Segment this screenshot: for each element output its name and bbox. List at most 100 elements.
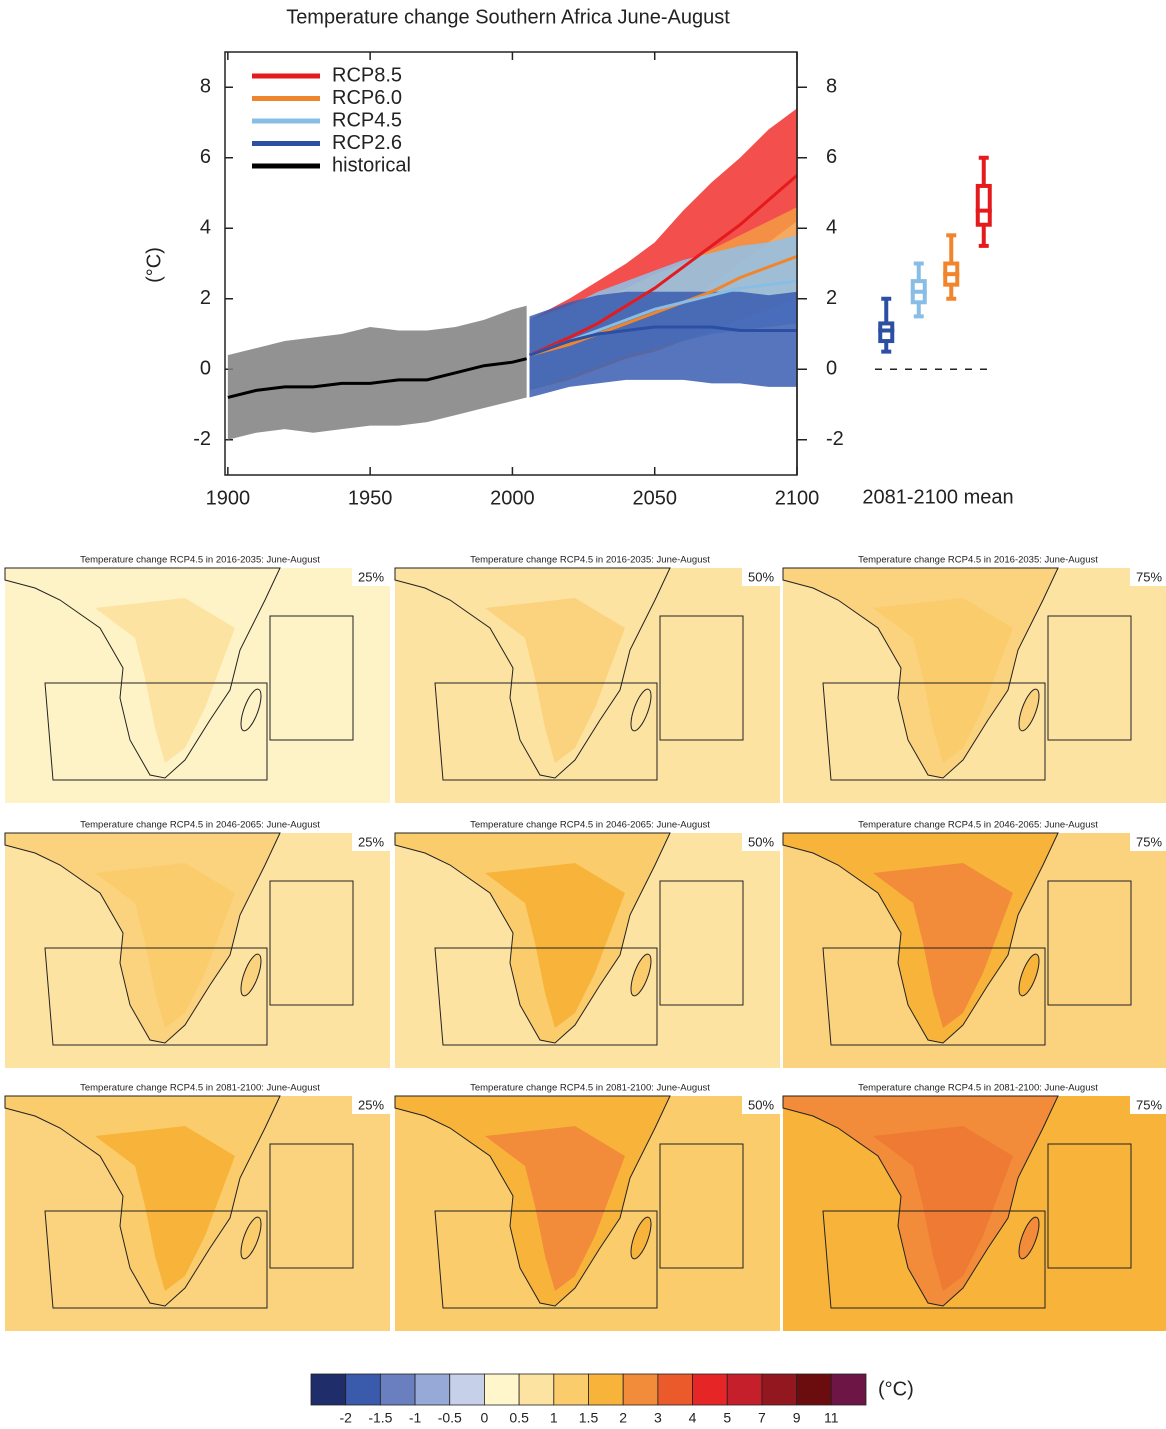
colorbar-tick-label: -2 — [339, 1410, 352, 1426]
colorbar-cell — [796, 1373, 832, 1406]
map-panel: Temperature change RCP4.5 in 2046-2065: … — [4, 820, 390, 1068]
y2-tick-label: 2 — [826, 287, 837, 309]
map-warm-region — [485, 863, 625, 1028]
map-title: Temperature change RCP4.5 in 2016-2035: … — [470, 555, 710, 566]
madagascar — [1018, 953, 1040, 997]
colorbar-tick-label: 1.5 — [579, 1410, 599, 1426]
map-panel: Temperature change RCP4.5 in 2081-2100: … — [394, 1083, 780, 1331]
map-warm-region — [873, 598, 1013, 763]
colorbar-cell — [657, 1373, 693, 1406]
x-tick-label: 2000 — [490, 487, 535, 509]
map-panel: Temperature change RCP4.5 in 2016-2035: … — [782, 555, 1166, 803]
percentile-box — [352, 833, 390, 851]
y-tick-label: 0 — [200, 358, 211, 380]
legend-label: RCP4.5 — [332, 109, 402, 131]
map-warm-region — [873, 863, 1013, 1028]
map-warm-region — [95, 598, 235, 763]
percentile-label: 75% — [1136, 569, 1162, 584]
region-box-eaf — [1047, 1143, 1132, 1269]
colorbar-tick-label: 2 — [619, 1410, 627, 1426]
region-box-eaf — [269, 1143, 354, 1269]
map-title: Temperature change RCP4.5 in 2016-2035: … — [80, 555, 320, 566]
madagascar — [630, 1216, 652, 1260]
map-title: Temperature change RCP4.5 in 2081-2100: … — [80, 1083, 320, 1094]
map-panel: Temperature change RCP4.5 in 2016-2035: … — [4, 555, 390, 803]
percentile-box — [352, 1096, 390, 1114]
percentile-box — [352, 568, 390, 586]
map-panel: Temperature change RCP4.5 in 2081-2100: … — [782, 1083, 1166, 1331]
region-box-saf — [822, 1210, 1046, 1309]
percentile-label: 25% — [358, 1097, 384, 1112]
y-tick-label: -2 — [193, 428, 211, 450]
colorbar-cell — [484, 1373, 520, 1406]
colorbar-cell — [518, 1373, 555, 1406]
region-box-eaf — [659, 1143, 744, 1269]
spread-band — [227, 305, 527, 440]
percentile-label: 50% — [748, 1097, 774, 1112]
percentile-label: 25% — [358, 834, 384, 849]
region-box-saf — [44, 1210, 268, 1309]
map-warm-region — [485, 1126, 625, 1291]
percentile-label: 50% — [748, 569, 774, 584]
percentile-box — [1130, 1096, 1166, 1114]
colorbar-cell — [310, 1373, 347, 1406]
map-warm-region — [485, 598, 625, 763]
madagascar — [1018, 1216, 1040, 1260]
colorbar-tick-label: 3 — [654, 1410, 662, 1426]
colorbar-unit: (°C) — [878, 1378, 914, 1400]
percentile-label: 50% — [748, 834, 774, 849]
map-panel: Temperature change RCP4.5 in 2081-2100: … — [4, 1083, 390, 1331]
colorbar-tick-label: 7 — [758, 1410, 766, 1426]
region-box-eaf — [659, 615, 744, 741]
percentile-label: 75% — [1136, 834, 1162, 849]
legend-label: historical — [332, 154, 411, 176]
colorbar-tick-label: -1 — [409, 1410, 422, 1426]
region-box-saf — [822, 947, 1046, 1046]
colorbar-tick-label: -1.5 — [368, 1410, 392, 1426]
y2-tick-label: 0 — [826, 358, 837, 380]
mean-line — [528, 279, 798, 357]
map-warm-region — [95, 863, 235, 1028]
colorbar-tick-label: 9 — [793, 1410, 801, 1426]
mean-line — [528, 325, 797, 357]
box — [975, 183, 992, 227]
colorbar-cell — [414, 1373, 451, 1406]
region-box-eaf — [269, 880, 354, 1006]
x-tick-label: 2050 — [632, 487, 677, 509]
colorbar-cell — [379, 1373, 416, 1406]
madagascar — [630, 953, 652, 997]
colorbar-tick-label: -0.5 — [438, 1410, 462, 1426]
x-tick-label: 1900 — [206, 487, 251, 509]
region-box-saf — [434, 682, 658, 781]
x-tick-label: 1950 — [348, 487, 393, 509]
y-tick-label: 4 — [200, 217, 211, 239]
region-box-eaf — [1047, 615, 1132, 741]
region-box-saf — [434, 947, 658, 1046]
region-box-saf — [822, 682, 1046, 781]
map-warm-region — [873, 1126, 1013, 1291]
colorbar-tick-label: 0.5 — [509, 1410, 529, 1426]
colorbar-tick-label: 11 — [824, 1410, 839, 1426]
y-tick-label: 2 — [200, 287, 211, 309]
map-title: Temperature change RCP4.5 in 2081-2100: … — [470, 1083, 710, 1094]
colorbar-cell — [553, 1373, 589, 1406]
percentile-label: 75% — [1136, 1097, 1162, 1112]
x-tick-label: 2100 — [775, 487, 820, 509]
percentile-box — [1130, 833, 1166, 851]
map-title: Temperature change RCP4.5 in 2046-2065: … — [858, 820, 1098, 831]
y-tick-label: 6 — [200, 146, 211, 168]
colorbar-tick-label: 5 — [723, 1410, 731, 1426]
map-title: Temperature change RCP4.5 in 2046-2065: … — [80, 820, 320, 831]
y2-tick-label: 8 — [826, 76, 837, 98]
colorbar-tick-label: 1 — [550, 1410, 558, 1426]
mean-line — [227, 357, 528, 399]
spread-band — [529, 291, 797, 398]
colorbar-tick-label: 4 — [689, 1410, 697, 1426]
region-box-eaf — [269, 615, 354, 741]
region-box-saf — [44, 947, 268, 1046]
legend-label: RCP2.6 — [332, 132, 402, 154]
y-axis-label: (°C) — [143, 247, 165, 283]
y2-tick-label: 4 — [826, 217, 837, 239]
colorbar-cell — [449, 1373, 485, 1406]
mean-line — [529, 255, 798, 357]
